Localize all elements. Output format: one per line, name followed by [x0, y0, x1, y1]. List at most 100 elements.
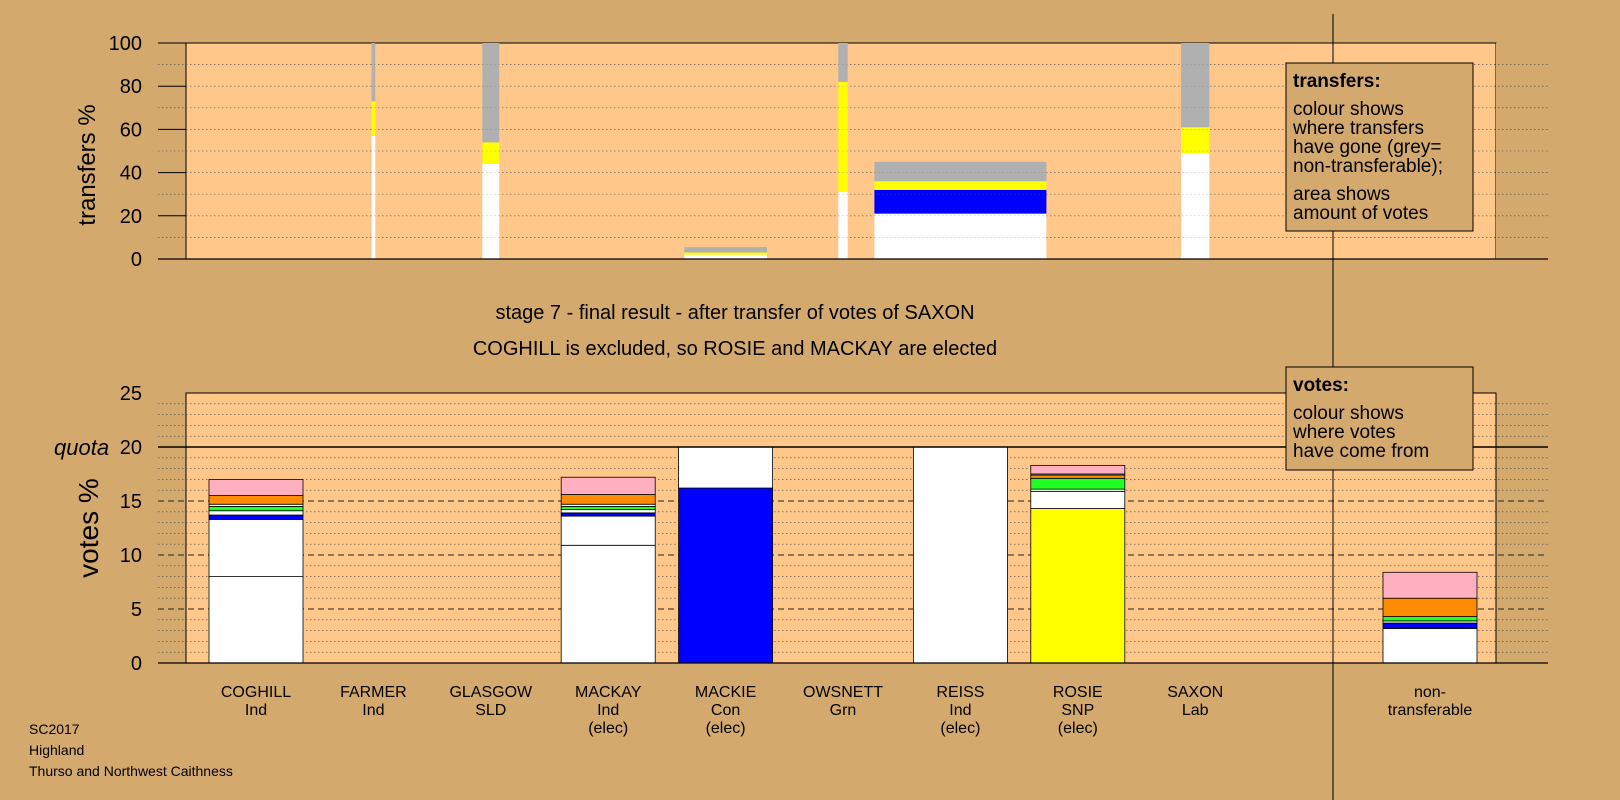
vote-segment-white — [208, 518, 304, 577]
transfers-y-ticks: 0 20 40 60 80 100 — [109, 33, 186, 271]
footer-election: SC2017 — [29, 721, 80, 737]
vote-segment-white — [1382, 628, 1478, 664]
category-label: Ind — [949, 702, 971, 719]
vote-bar-coghill — [208, 478, 304, 664]
quota-label: quota — [54, 435, 109, 460]
category-label: (elec) — [1058, 720, 1098, 737]
vote-segment-pink — [560, 476, 656, 495]
votes-legend: votes: colour shows where votes have com… — [1285, 366, 1474, 471]
vote-segment-green — [1382, 616, 1478, 622]
footer-ward: Thurso and Northwest Caithness — [29, 763, 233, 779]
vote-segment-orange — [1382, 597, 1478, 617]
category-label: REISS — [936, 684, 984, 701]
transfer-segment-yellow — [482, 142, 500, 164]
transfer-bar-farmer — [371, 43, 376, 259]
vote-segment-white — [208, 510, 304, 516]
transfers-y-axis-label: transfers % — [74, 104, 101, 225]
transfer-bar-mackie — [684, 247, 767, 259]
transfers-y-tick-label: 60 — [120, 119, 142, 141]
transfer-segment-yellow — [1181, 127, 1210, 154]
vote-bar-rosie — [1030, 464, 1126, 664]
vote-bar-non-transferable — [1382, 571, 1478, 664]
vote-segment-white — [913, 446, 1008, 664]
transfers-legend-line: area shows — [1293, 184, 1390, 205]
vote-segment-white — [560, 509, 656, 514]
transfer-bar-glasgow — [482, 43, 500, 259]
vote-bar-reiss — [913, 446, 1008, 664]
vote-segment-blue — [1382, 622, 1478, 629]
category-label: OWSNETT — [803, 684, 883, 701]
votes-bars — [208, 446, 1478, 664]
vote-segment-blue — [678, 487, 773, 664]
category-label: FARMER — [340, 684, 407, 701]
vote-segment-blue — [560, 512, 656, 517]
vote-segment-pink — [1030, 464, 1126, 475]
category-label: (elec) — [706, 720, 746, 737]
transfers-y-tick-label: 20 — [120, 206, 142, 228]
vote-segment-green — [1030, 477, 1126, 490]
vote-segment-pink — [1382, 571, 1478, 599]
category-label: (elec) — [940, 720, 980, 737]
votes-category-labels: COGHILLIndFARMERIndGLASGOWSLDMACKAYInd(e… — [221, 684, 1472, 737]
vote-segment-blue — [208, 514, 304, 520]
transfers-legend-line: colour shows — [1293, 99, 1404, 120]
transfer-segment-white — [684, 254, 767, 259]
category-label: non- — [1414, 684, 1446, 701]
votes-y-tick-label: 0 — [131, 653, 142, 675]
vote-segment-green — [208, 505, 304, 512]
vote-segment-orange — [560, 494, 656, 505]
transfers-legend-title: transfers: — [1293, 71, 1381, 92]
transfer-segment-grey — [1181, 43, 1210, 128]
category-label: Con — [711, 702, 740, 719]
transfer-bar-owsnett — [838, 43, 848, 259]
transfer-segment-yellow — [371, 101, 376, 136]
category-label: MACKIE — [695, 684, 756, 701]
votes-y-tick-label: 10 — [120, 545, 142, 567]
footer-council: Highland — [29, 742, 84, 758]
transfer-segment-white — [1181, 153, 1210, 259]
vote-segment-white — [208, 576, 304, 664]
category-label: SNP — [1061, 702, 1094, 719]
votes-y-axis-label: votes % — [73, 478, 104, 578]
transfers-y-tick-label: 80 — [120, 76, 142, 98]
transfers-legend-line: amount of votes — [1293, 203, 1428, 224]
category-label: SAXON — [1167, 684, 1223, 701]
votes-y-tick-label: 20 — [120, 437, 142, 459]
transfers-y-tick-label: 100 — [109, 33, 142, 55]
category-label: ROSIE — [1053, 684, 1103, 701]
vote-segment-orange — [208, 495, 304, 505]
vote-segment-white — [560, 544, 656, 664]
vote-segment-green — [560, 505, 656, 511]
votes-legend-line: where votes — [1292, 422, 1395, 443]
transfer-segment-yellow — [874, 181, 1047, 190]
transfers-legend-line: non-transferable); — [1293, 156, 1443, 177]
vote-segment-white — [560, 515, 656, 546]
votes-legend-title: votes: — [1293, 375, 1349, 396]
vote-segment-yellow — [1030, 508, 1126, 664]
votes-y-tick-label: 25 — [120, 383, 142, 405]
vote-segment-white — [1030, 490, 1126, 509]
votes-plot-area — [185, 392, 1497, 664]
transfer-segment-white — [371, 135, 376, 259]
vote-segment-white — [678, 446, 773, 489]
stage-heading: stage 7 - final result - after transfer … — [495, 302, 974, 324]
transfers-legend-line: where transfers — [1292, 118, 1424, 139]
category-label: GLASGOW — [449, 684, 533, 701]
transfer-segment-grey — [482, 43, 500, 143]
transfers-legend-line: have gone (grey= — [1293, 137, 1441, 158]
vote-bar-mackie — [678, 446, 773, 664]
category-label: COGHILL — [221, 684, 291, 701]
votes-legend-line: colour shows — [1293, 403, 1404, 424]
transfer-segment-white — [838, 192, 848, 259]
votes-legend-line: have come from — [1293, 441, 1429, 462]
votes-y-ticks: 0 5 10 15 20 25 — [120, 383, 142, 675]
transfers-y-tick-label: 40 — [120, 163, 142, 185]
vote-segment-pink — [208, 478, 304, 496]
transfer-segment-grey — [371, 43, 376, 102]
votes-y-tick-label: 5 — [131, 599, 142, 621]
category-label: Ind — [597, 702, 619, 719]
transfer-segment-white — [482, 163, 500, 259]
category-label: SLD — [475, 702, 506, 719]
category-label: Ind — [245, 702, 267, 719]
